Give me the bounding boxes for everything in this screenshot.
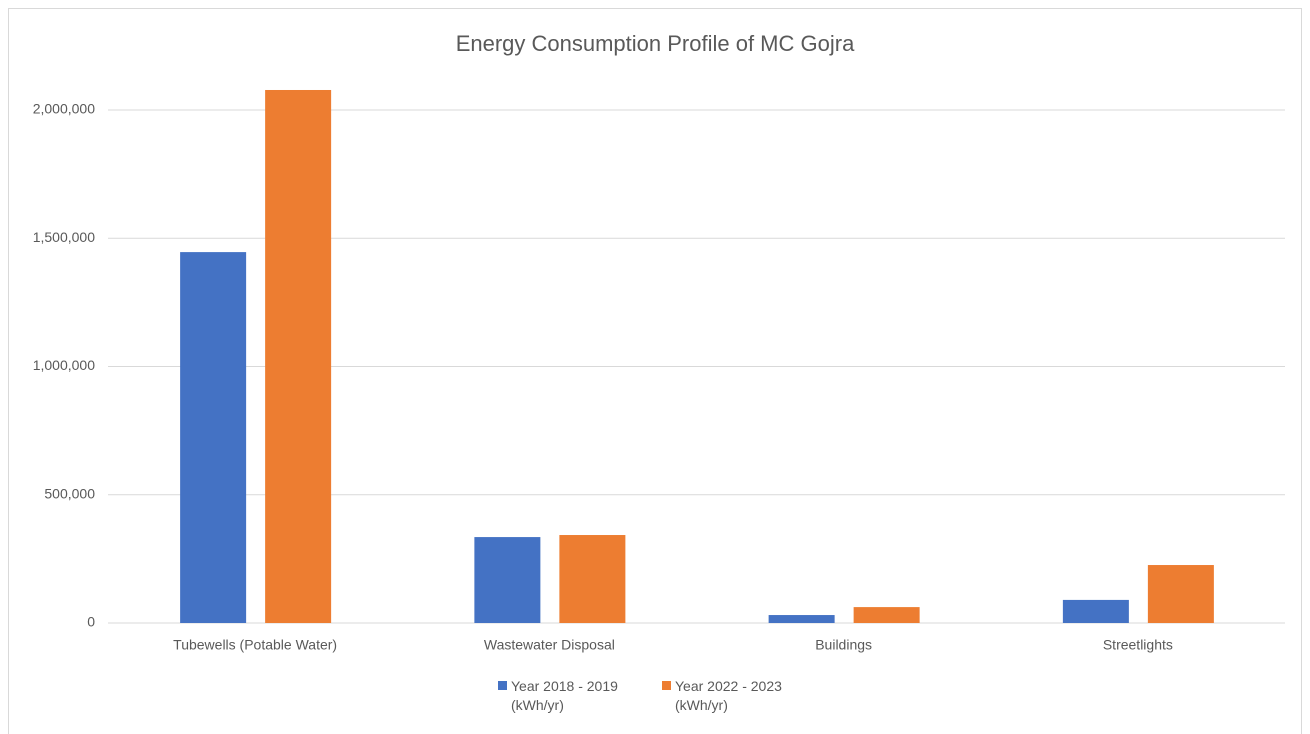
y-tick-label: 1,000,000 bbox=[33, 357, 95, 373]
bar bbox=[1062, 599, 1129, 623]
y-tick-label: 0 bbox=[87, 614, 95, 630]
legend-item: Year 2022 - 2023 (kWh/yr) bbox=[662, 677, 812, 715]
bar bbox=[559, 535, 626, 623]
legend-swatch bbox=[662, 681, 671, 690]
bar bbox=[265, 89, 332, 624]
legend: Year 2018 - 2019 (kWh/yr) Year 2022 - 202… bbox=[0, 677, 1310, 715]
y-tick-label: 500,000 bbox=[44, 485, 95, 501]
y-tick-label: 2,000,000 bbox=[33, 101, 95, 117]
bar bbox=[180, 252, 247, 623]
chart-frame bbox=[8, 8, 1302, 734]
bar bbox=[1147, 565, 1214, 623]
bar bbox=[853, 607, 920, 623]
legend-item: Year 2018 - 2019 (kWh/yr) bbox=[498, 677, 648, 715]
chart-title: Energy Consumption Profile of MC Gojra bbox=[456, 31, 855, 56]
legend-swatch bbox=[498, 681, 507, 690]
x-tick-label: Buildings bbox=[815, 637, 872, 653]
y-tick-label: 1,500,000 bbox=[33, 229, 95, 245]
bar bbox=[768, 615, 835, 623]
legend-label: Year 2022 - 2023 (kWh/yr) bbox=[675, 678, 782, 713]
x-tick-label: Wastewater Disposal bbox=[484, 637, 615, 653]
bar bbox=[474, 537, 541, 623]
x-tick-label: Streetlights bbox=[1103, 637, 1173, 653]
x-tick-label: Tubewells (Potable Water) bbox=[173, 637, 337, 653]
legend-label: Year 2018 - 2019 (kWh/yr) bbox=[511, 678, 618, 713]
